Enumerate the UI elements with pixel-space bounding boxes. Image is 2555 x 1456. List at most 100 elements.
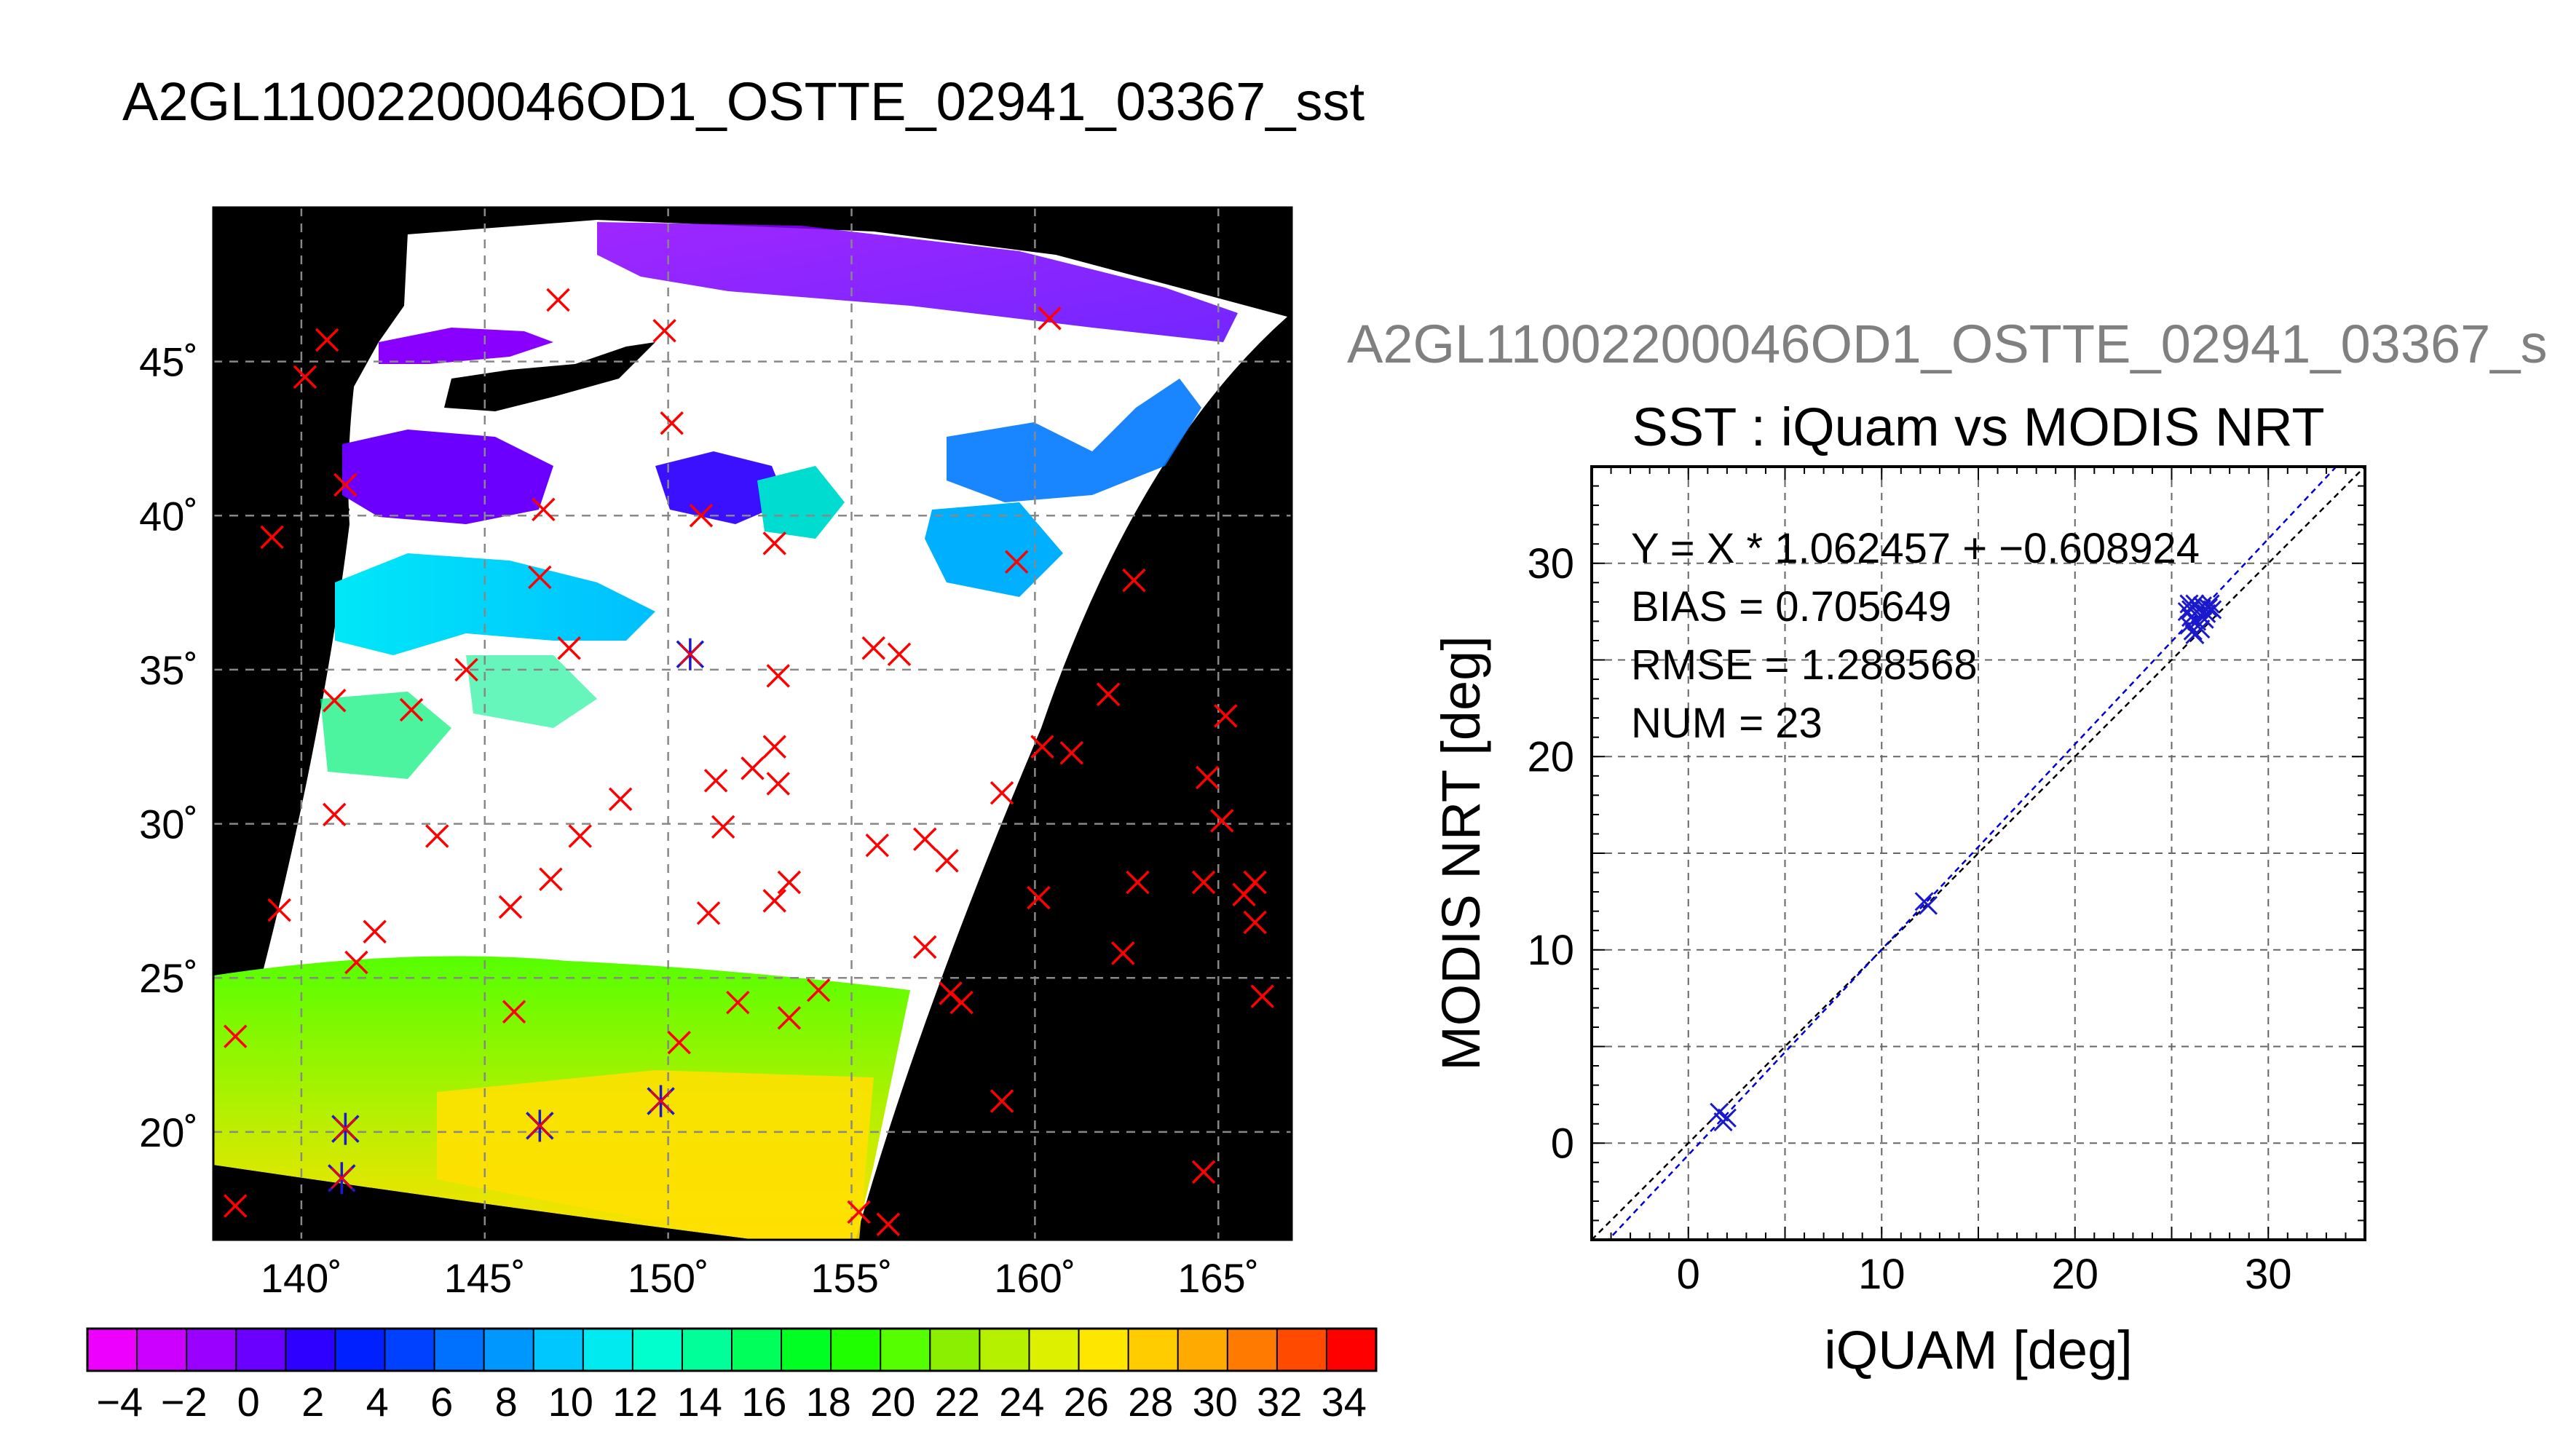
x-tick-label: 10: [1858, 1251, 1906, 1298]
match-marker: [887, 642, 912, 666]
match-marker: [528, 565, 552, 590]
colorbar-cell: [236, 1329, 286, 1371]
lon-tick-label: 140˚: [261, 1255, 342, 1301]
colorbar-tick-label: 32: [1257, 1379, 1302, 1425]
match-marker: [322, 689, 347, 713]
match-marker: [1243, 910, 1267, 935]
identity-line: [1592, 467, 2365, 1240]
used-match-marker: [328, 1162, 356, 1195]
colorbar-tick-label: 14: [677, 1379, 722, 1425]
colorbar-tick-label: 18: [806, 1379, 851, 1425]
colorbar-cell: [434, 1329, 485, 1371]
match-marker: [315, 328, 339, 352]
match-marker: [546, 288, 570, 312]
y-tick-label: 10: [1527, 927, 1574, 974]
sst-north-purple: [597, 222, 1238, 342]
colorbar-cell: [335, 1329, 385, 1371]
map-frame: [212, 206, 1293, 1241]
match-marker: [711, 815, 735, 839]
match-marker: [1126, 870, 1150, 895]
scatter-point: [2185, 594, 2205, 614]
scatter-point: [2197, 604, 2216, 623]
match-marker: [425, 824, 449, 848]
sst-northcentral-blue: [655, 451, 786, 524]
colorbar-tick-label: 12: [612, 1379, 657, 1425]
colorbar-cell: [137, 1329, 187, 1371]
match-marker: [689, 504, 714, 528]
stats-annotation: NUM = 23: [1631, 700, 1823, 747]
match-marker: [726, 990, 750, 1015]
colorbar-cell: [1276, 1329, 1327, 1371]
match-marker: [766, 664, 790, 688]
colorbar-tick-labels: −4 −2 0 2 4 6 8 10 12 14 16 18 20 22 24 26 28 30 32 34: [96, 1379, 1367, 1425]
colorbar-cell: [1078, 1329, 1129, 1371]
match-marker: [1214, 704, 1238, 728]
match-marker: [806, 978, 831, 1002]
match-marker: [913, 935, 937, 960]
scatter-point: [2181, 600, 2201, 620]
sst-map: 140˚ 145˚ 150˚ 155˚ 160˚ 165˚ 20˚ 25˚ 30˚ 35˚ 40˚ 4…: [139, 206, 1293, 1301]
scatter-point: [2198, 598, 2219, 617]
match-marker: [865, 833, 890, 858]
colorbar-cell: [186, 1329, 237, 1371]
scatter-title: SST : iQuam vs MODIS NRT: [1632, 397, 2324, 457]
y-axis-label: MODIS NRT [deg]: [1431, 636, 1491, 1071]
lon-tick-label: 160˚: [994, 1255, 1075, 1301]
colorbar-cell: [1128, 1329, 1179, 1371]
lon-tick-label: 155˚: [810, 1255, 892, 1301]
scatter-point: [2191, 619, 2211, 639]
scatter-subtitle: A2GL11002200046OD1_OSTTE_02941_03367_s: [1347, 314, 2547, 374]
match-marker: [1111, 941, 1135, 965]
colorbar-tick-label: 6: [430, 1379, 453, 1425]
colorbar-tick-label: 22: [935, 1379, 980, 1425]
y-tick-label: 0: [1551, 1120, 1574, 1167]
scatter-point: [1717, 1108, 1737, 1128]
match-marker: [267, 898, 291, 922]
match-marker: [539, 867, 563, 891]
match-marker: [1250, 984, 1274, 1008]
colorbar-cell: [682, 1329, 732, 1371]
stats-annotation: Y = X * 1.062457 + −0.608924: [1631, 525, 2200, 572]
x-axis-label: iQUAM [deg]: [1824, 1320, 2133, 1380]
used-match-marker: [647, 1085, 675, 1117]
colorbar-cell: [384, 1329, 435, 1371]
colorbar-cell: [930, 1329, 980, 1371]
sst-east-cyan: [925, 502, 1063, 597]
lat-tick-label: 30˚: [139, 802, 198, 847]
match-marker: [223, 1024, 248, 1048]
match-marker: [502, 1000, 526, 1024]
sst-northeast-blue: [947, 379, 1201, 502]
colorbar-cell: [87, 1329, 138, 1371]
match-marker: [762, 735, 786, 759]
match-marker: [532, 497, 556, 522]
colorbar-cell: [831, 1329, 881, 1371]
match-marker: [454, 657, 478, 682]
colorbar-tick-label: 8: [495, 1379, 518, 1425]
colorbar-tick-label: 0: [237, 1379, 260, 1425]
match-marker: [847, 1200, 871, 1224]
lat-tick-label: 45˚: [139, 339, 198, 385]
colorbar-cell: [781, 1329, 832, 1371]
lat-tick-label: 40˚: [139, 493, 198, 539]
lat-tick-label: 35˚: [139, 647, 198, 693]
match-marker: [777, 1005, 802, 1030]
colorbar-tick-label: 28: [1128, 1379, 1173, 1425]
plot-ticks: 0 10 20 30 0 10 20 30: [1527, 466, 2366, 1298]
map-markers: [223, 288, 1274, 1237]
match-marker: [949, 990, 974, 1015]
match-marker: [990, 781, 1014, 805]
match-marker: [1191, 1160, 1216, 1184]
plot-annotations: Y = X * 1.062457 + −0.608924 BIAS = 0.705…: [1631, 525, 2200, 747]
match-marker: [260, 525, 284, 550]
colorbar-cell: [1326, 1329, 1377, 1371]
match-marker: [1004, 550, 1029, 574]
sst-kamchatka-purple: [379, 328, 553, 364]
land-japan: [213, 218, 408, 670]
match-marker: [660, 411, 684, 435]
match-marker: [876, 1212, 901, 1237]
plot-grid: [1592, 467, 2365, 1240]
used-match-marker: [526, 1109, 554, 1142]
sst-mid-green: [320, 692, 451, 779]
match-marker: [667, 1030, 691, 1055]
x-tick-label: 0: [1677, 1251, 1700, 1298]
